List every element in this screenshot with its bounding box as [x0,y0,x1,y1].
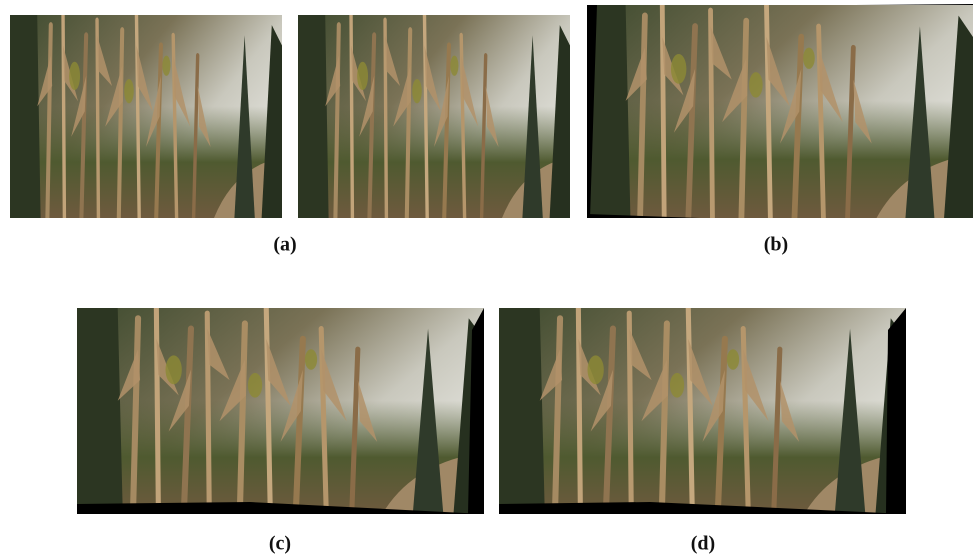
stitched-image-d [499,308,906,514]
input-image-right [298,15,570,218]
caption: (b) [764,234,788,256]
caption: (d) [691,533,715,555]
caption: (c) [269,533,291,555]
input-image-left [10,15,282,218]
stitched-image-b [587,4,973,218]
figure: (a) (b) (c) (d) [0,0,973,558]
page: (a) (b) (c) (d) (() => { const data = JS… [0,0,973,558]
stitched-image-c [77,308,484,514]
caption: (a) [273,234,296,256]
